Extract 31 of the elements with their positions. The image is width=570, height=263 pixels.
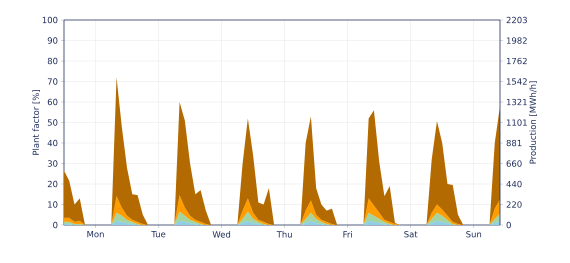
x-tick-label: Wed: [212, 231, 230, 238]
y-tick-label: 40: [48, 140, 58, 146]
y-tick-label: 100: [42, 16, 58, 24]
x-tick-label: Thu: [276, 231, 292, 238]
x-tick-label: Tue: [151, 231, 166, 238]
y2-axis-title: Production [MWh/h]: [529, 81, 537, 164]
x-tick-label: Fri: [343, 231, 352, 238]
y-tick-label: 80: [48, 58, 58, 64]
y-tick-label: 60: [48, 98, 58, 106]
y-tick-label: 50: [48, 119, 58, 126]
y2-tick-label: 220: [506, 201, 522, 208]
y2-tick-label: 0: [506, 222, 511, 228]
y-tick-label: 90: [48, 37, 58, 44]
x-tick-label: Mon: [87, 231, 104, 238]
x-tick-label: Sun: [466, 231, 482, 238]
y-tick-label: 10: [48, 201, 58, 208]
y-axis-title: Plant factor [%]: [32, 90, 40, 155]
y2-tick-label: 1101: [506, 119, 527, 126]
y-tick-label: 0: [53, 222, 58, 228]
y2-tick-label: 1321: [506, 98, 527, 106]
y-tick-label: 30: [48, 160, 58, 167]
y2-tick-label: 2203: [506, 16, 527, 24]
y2-tick-label: 1982: [506, 37, 527, 44]
y2-tick-label: 440: [506, 180, 522, 188]
y-tick-label: 20: [48, 180, 58, 188]
y2-tick-label: 660: [506, 160, 522, 167]
y2-tick-label: 1542: [506, 78, 527, 85]
y-tick-label: 70: [48, 78, 58, 85]
x-tick-label: Sat: [404, 231, 418, 238]
y2-tick-label: 881: [506, 140, 522, 146]
y2-tick-label: 1762: [506, 58, 527, 64]
